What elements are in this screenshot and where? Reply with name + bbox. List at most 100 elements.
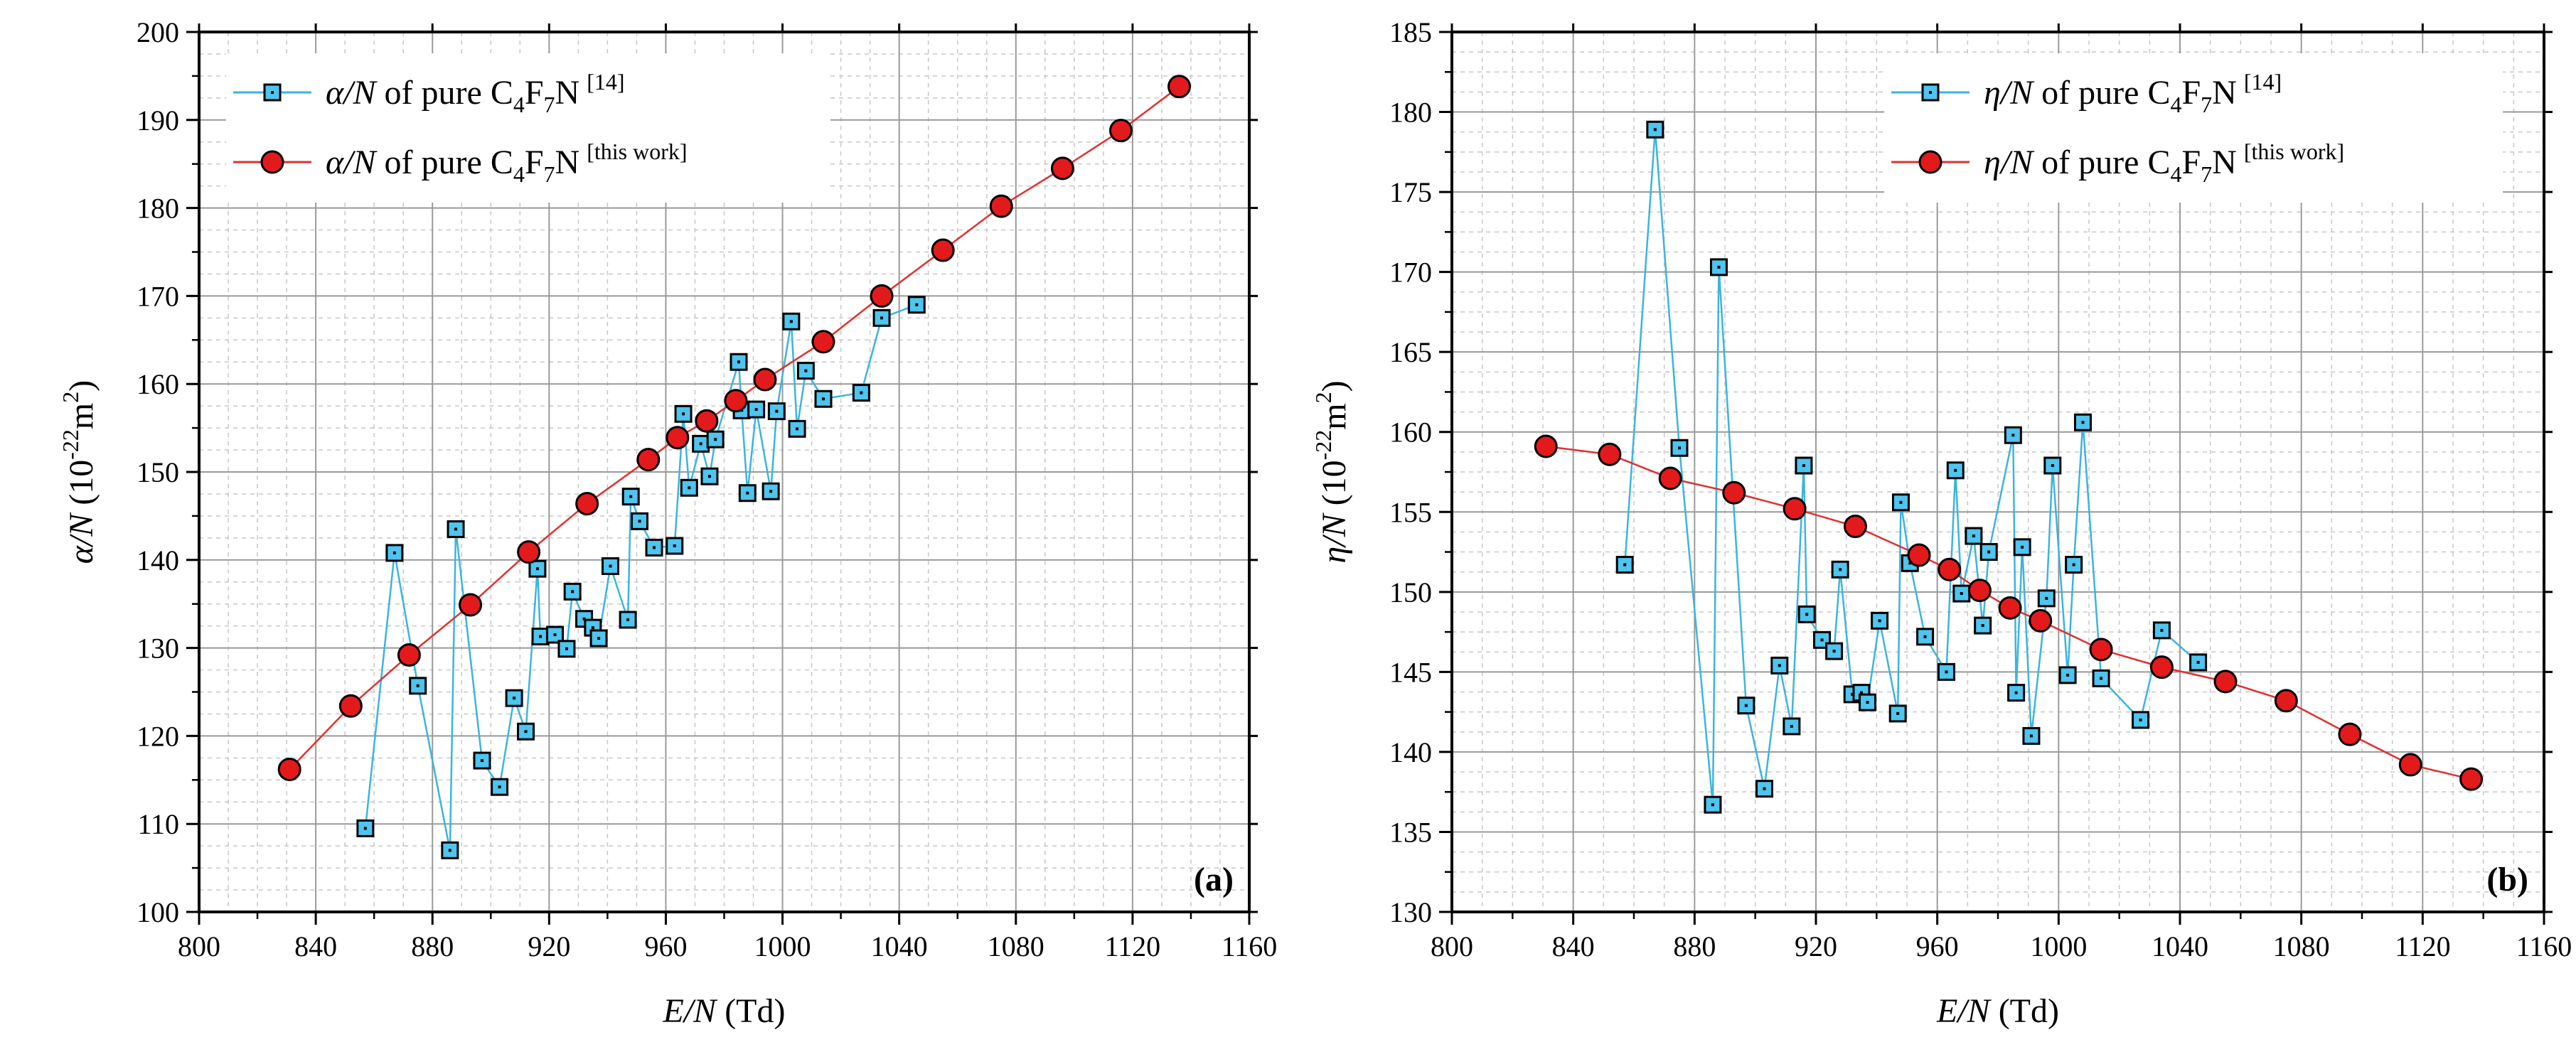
data-point-circle <box>575 492 599 516</box>
data-point-center <box>609 564 612 568</box>
legend-text: of pure C <box>2033 144 2170 181</box>
data-point-center <box>2011 434 2015 437</box>
x-axis-label: E/N (Td) <box>663 992 786 1030</box>
data-point-circle <box>1050 156 1074 181</box>
data-point-center <box>2045 596 2048 600</box>
x-tick-label: 1120 <box>1105 930 1161 962</box>
legend-marker-center <box>1929 91 1932 94</box>
y-tick-label: 140 <box>137 544 179 576</box>
y-tick-label: 185 <box>1389 16 1432 48</box>
series-line-ref14 <box>364 304 917 851</box>
data-point-center <box>1981 624 1984 628</box>
data-point-center <box>737 360 741 364</box>
data-point-center <box>524 730 528 734</box>
legend-marker-circle <box>1918 150 1942 174</box>
data-point-center <box>1832 650 1836 653</box>
y-tick-label: 170 <box>1389 257 1432 289</box>
data-point-circle <box>2089 638 2113 662</box>
data-point-center <box>1802 463 1805 467</box>
x-tick-label: 1160 <box>1222 930 1278 962</box>
data-point-center <box>1908 562 1912 565</box>
y-tick-label: 100 <box>137 896 179 928</box>
data-point-center <box>638 520 641 523</box>
y-tick-label: 130 <box>137 633 179 665</box>
x-tick-label: 840 <box>1552 930 1595 962</box>
y-tick-label: 170 <box>137 280 179 312</box>
legend-text: of pure C <box>376 74 513 112</box>
legend-box <box>1884 53 2503 203</box>
data-point-center <box>1839 568 1842 571</box>
data-point-center <box>653 546 656 549</box>
data-point-center <box>2021 545 2024 549</box>
x-tick-label: 840 <box>294 930 337 962</box>
x-tick-label: 920 <box>528 930 570 962</box>
legend-variable: α/N <box>326 74 378 112</box>
data-point-center <box>1778 664 1781 667</box>
data-point-circle <box>459 593 483 617</box>
panel-label: (b) <box>2486 861 2528 898</box>
data-point-center <box>1923 635 1927 638</box>
data-point-center <box>1954 468 1957 472</box>
y-tick-label: 150 <box>137 456 179 488</box>
x-tick-label: 960 <box>644 930 687 962</box>
data-point-center <box>746 491 749 495</box>
data-point-center <box>2139 718 2142 721</box>
data-point-center <box>2066 673 2070 677</box>
y-tick-label: 180 <box>137 193 179 225</box>
y-tick-label: 150 <box>1389 576 1432 608</box>
data-point-circle <box>1998 596 2022 620</box>
data-point-center <box>416 684 419 687</box>
legend-variable: α/N <box>326 144 378 181</box>
legend-text-f: F <box>2181 144 2201 181</box>
data-point-center <box>363 827 367 830</box>
y-axis-exponent-2: 2 <box>58 392 83 403</box>
y-tick-label: 145 <box>1389 656 1432 688</box>
data-point-center <box>699 442 702 446</box>
y-axis-exponent: -22 <box>58 429 83 460</box>
y-tick-label: 160 <box>137 368 179 400</box>
legend-marker-center <box>271 91 274 94</box>
x-axis-label: E/N (Td) <box>1936 992 2059 1030</box>
legend-subscript: 7 <box>544 161 555 187</box>
x-tick-label: 880 <box>411 930 454 962</box>
data-point-circle <box>2459 767 2484 791</box>
legend-marker-circle <box>260 150 284 174</box>
data-point-circle <box>1108 119 1133 143</box>
data-point-center <box>1972 535 1975 538</box>
legend-label: η/N of pure C4F7N [this work] <box>1984 139 2344 187</box>
data-point-circle <box>1967 579 1992 603</box>
data-point-circle <box>724 389 748 413</box>
legend-text-f: F <box>525 144 544 181</box>
data-point-center <box>754 408 758 412</box>
y-axis-unit: (10 <box>1315 460 1353 505</box>
x-tick-label: 1120 <box>2395 930 2451 962</box>
data-point-center <box>1960 592 1963 596</box>
data-point-circle <box>636 448 661 472</box>
data-point-center <box>454 527 458 531</box>
y-tick-label: 140 <box>1389 736 1432 768</box>
data-point-center <box>591 626 594 630</box>
data-point-center <box>1805 613 1809 616</box>
legend-text-f: F <box>525 74 544 112</box>
y-axis-exponent-2: 2 <box>1310 392 1336 403</box>
data-point-circle <box>1167 75 1192 99</box>
x-axis-unit: (Td) <box>1999 992 2059 1030</box>
data-point-center <box>769 490 773 493</box>
legend-label: η/N of pure C4F7N [14] <box>1984 69 2282 117</box>
data-point-circle <box>989 194 1013 218</box>
legend-label: α/N of pure C4F7N [14] <box>326 69 625 117</box>
y-tick-label: 120 <box>137 720 179 752</box>
data-point-center <box>597 636 601 640</box>
x-axis-variable: E/N <box>1936 992 1992 1030</box>
data-point-circle <box>753 367 777 392</box>
x-tick-label: 800 <box>178 930 220 962</box>
legend-variable: η/N <box>1984 74 2035 112</box>
data-point-circle <box>397 643 421 667</box>
y-axis-close: ) <box>63 380 100 392</box>
data-point-center <box>1717 265 1721 269</box>
data-point-circle <box>2149 655 2174 680</box>
x-tick-label: 920 <box>1795 930 1837 962</box>
legend-reference: [this work] <box>587 139 687 164</box>
data-point-center <box>392 551 396 554</box>
series-line-this-work <box>289 85 1180 770</box>
